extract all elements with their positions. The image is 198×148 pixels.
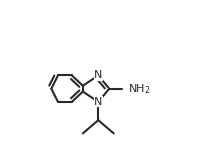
Text: N: N — [94, 97, 102, 107]
Text: NH$_2$: NH$_2$ — [128, 82, 151, 96]
Text: N: N — [94, 70, 102, 81]
